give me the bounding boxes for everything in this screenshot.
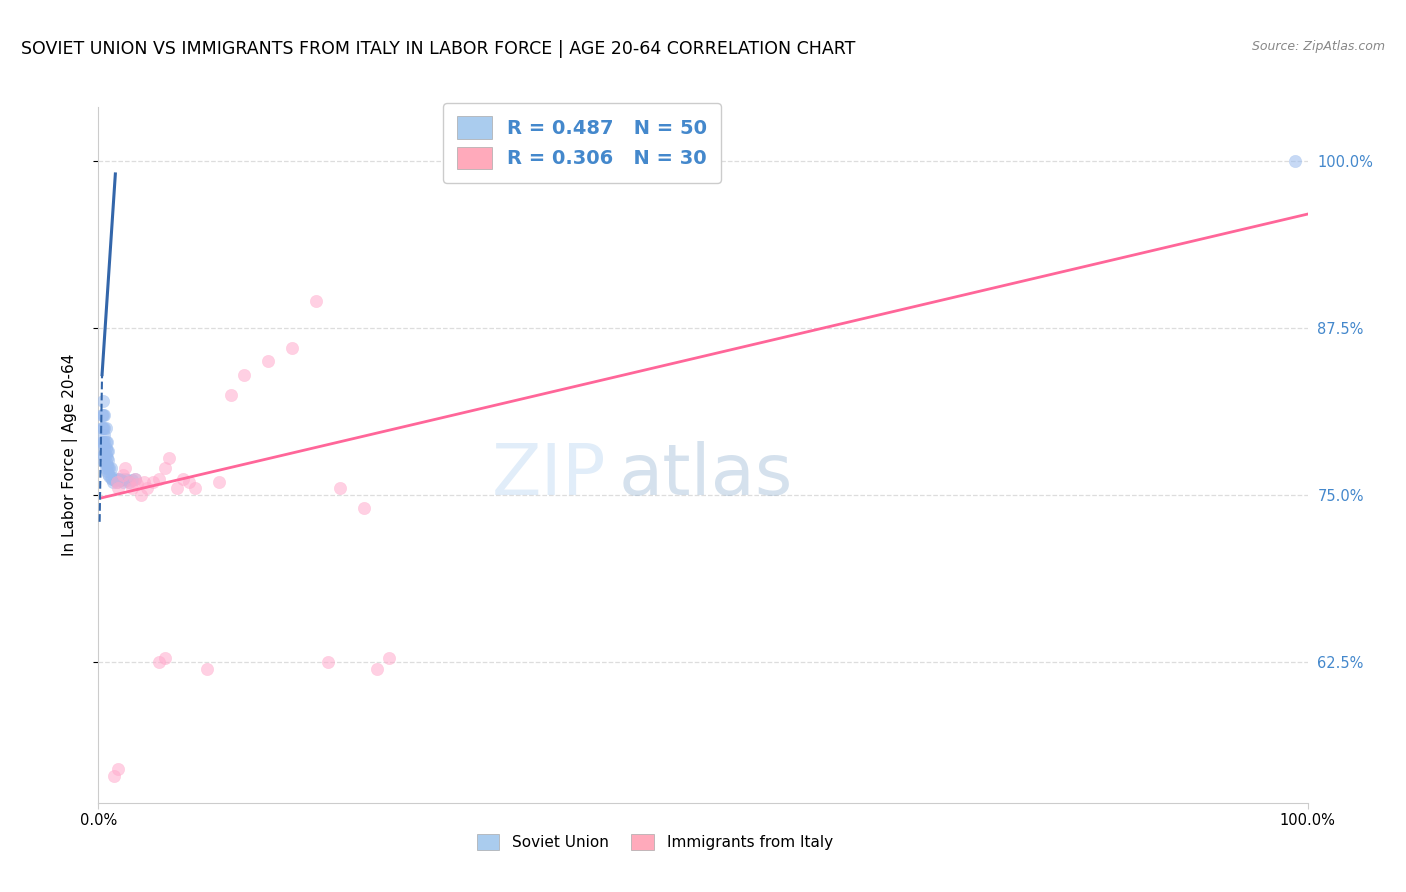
Point <box>91 434 114 449</box>
Point <box>97 444 120 458</box>
Point <box>93 455 115 469</box>
Point <box>166 482 188 496</box>
Point <box>148 472 170 486</box>
Point <box>91 421 114 435</box>
Point <box>121 482 143 496</box>
Point <box>94 461 117 475</box>
Point <box>108 474 131 488</box>
Point <box>100 472 122 486</box>
Point <box>124 472 146 486</box>
Point <box>232 368 254 382</box>
Point <box>100 461 122 475</box>
Point <box>91 394 114 409</box>
Y-axis label: In Labor Force | Age 20-64: In Labor Force | Age 20-64 <box>62 354 77 556</box>
Point <box>124 472 146 486</box>
Point <box>256 354 278 368</box>
Point <box>94 448 117 462</box>
Point <box>103 471 125 485</box>
Point <box>316 656 339 670</box>
Text: atlas: atlas <box>619 442 793 510</box>
Point <box>129 488 152 502</box>
Point <box>142 475 165 489</box>
Point <box>105 475 128 489</box>
Point <box>94 442 117 455</box>
Point <box>107 763 129 777</box>
Point <box>281 341 304 355</box>
Point <box>94 455 117 469</box>
Point <box>107 482 129 496</box>
Point <box>353 501 375 516</box>
Point <box>96 458 118 473</box>
Point <box>91 408 114 422</box>
Point <box>208 475 231 489</box>
Text: ZIP: ZIP <box>492 442 606 510</box>
Point <box>96 444 118 458</box>
Point <box>1284 153 1306 168</box>
Point <box>148 656 170 670</box>
Point <box>135 482 157 496</box>
Point <box>121 474 143 488</box>
Point <box>134 475 156 489</box>
Point <box>114 472 136 486</box>
Point <box>93 434 115 449</box>
Text: Source: ZipAtlas.com: Source: ZipAtlas.com <box>1251 40 1385 54</box>
Point <box>172 472 194 486</box>
Point <box>93 428 115 442</box>
Point <box>108 472 131 486</box>
Point <box>91 421 114 435</box>
Point <box>93 421 115 435</box>
Point <box>111 468 134 483</box>
Point <box>114 461 136 475</box>
Point <box>91 448 114 462</box>
Point <box>184 482 207 496</box>
Point <box>96 434 118 449</box>
Point <box>91 408 114 422</box>
Point <box>179 475 201 489</box>
Point <box>98 461 121 475</box>
Point <box>195 662 218 676</box>
Point <box>94 421 117 435</box>
Point <box>118 475 141 489</box>
Point <box>107 472 129 486</box>
Point <box>105 475 128 489</box>
Point <box>93 408 115 422</box>
Point <box>93 442 115 455</box>
Point <box>153 651 176 665</box>
Point <box>157 450 180 465</box>
Point <box>329 482 352 496</box>
Point <box>153 461 176 475</box>
Point <box>221 388 243 402</box>
Point <box>377 651 399 665</box>
Point <box>111 475 134 489</box>
Point <box>103 769 125 783</box>
Point <box>94 434 117 449</box>
Point <box>98 469 121 483</box>
Text: SOVIET UNION VS IMMIGRANTS FROM ITALY IN LABOR FORCE | AGE 20-64 CORRELATION CHA: SOVIET UNION VS IMMIGRANTS FROM ITALY IN… <box>21 40 855 58</box>
Point <box>104 474 127 488</box>
Point <box>100 471 122 485</box>
Point <box>110 474 132 488</box>
Point <box>96 450 118 465</box>
Legend: Soviet Union, Immigrants from Italy: Soviet Union, Immigrants from Italy <box>468 827 841 858</box>
Point <box>93 448 115 462</box>
Point <box>127 477 149 491</box>
Point <box>97 453 120 467</box>
Point <box>96 464 118 478</box>
Point <box>97 467 120 481</box>
Point <box>101 475 124 489</box>
Point <box>91 434 114 449</box>
Point <box>97 461 120 475</box>
Point <box>117 474 139 488</box>
Point <box>305 294 328 309</box>
Point <box>118 475 141 489</box>
Point <box>366 662 388 676</box>
